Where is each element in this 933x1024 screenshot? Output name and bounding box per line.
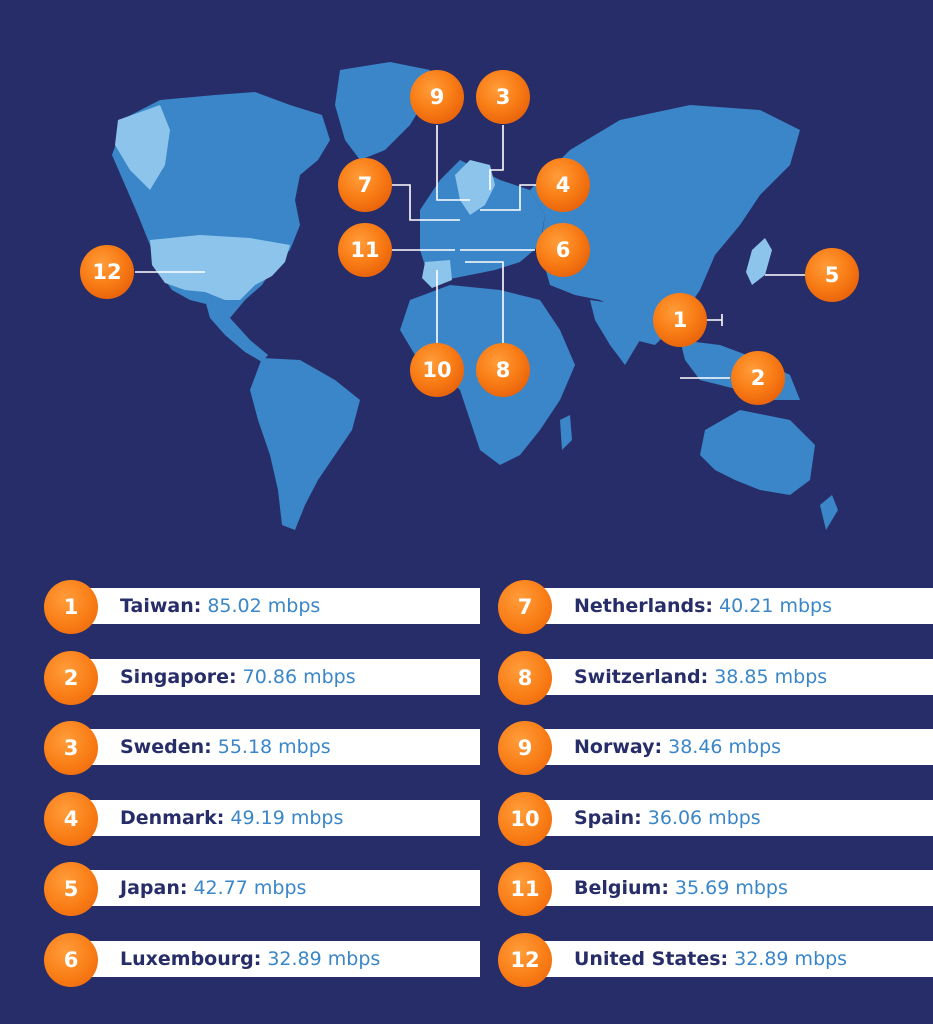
speed-value: 36.06 mbps xyxy=(647,807,761,829)
speed-value: 35.69 mbps xyxy=(674,877,788,899)
ranking-row-6: Luxembourg: 32.89 mbps 6 xyxy=(44,933,484,987)
country-name: Switzerland: xyxy=(574,666,709,688)
svg-text:9: 9 xyxy=(430,85,445,109)
rank-badge: 1 xyxy=(44,580,98,634)
asia-landmass xyxy=(530,105,800,345)
ranking-bar: Sweden: 55.18 mbps xyxy=(72,729,480,765)
scandinavia-highlight xyxy=(455,160,495,215)
australia-landmass xyxy=(700,410,815,495)
rank-badge: 12 xyxy=(498,933,552,987)
map-marker-8: 8 xyxy=(476,343,530,397)
rank-badge: 3 xyxy=(44,721,98,775)
rank-badge: 2 xyxy=(44,651,98,705)
ranking-bar: Denmark: 49.19 mbps xyxy=(72,800,480,836)
rank-badge: 10 xyxy=(498,792,552,846)
svg-text:8: 8 xyxy=(496,358,511,382)
country-name: Luxembourg: xyxy=(120,948,262,970)
india-landmass xyxy=(590,300,640,365)
map-marker-9: 9 xyxy=(410,70,464,124)
speed-value: 85.02 mbps xyxy=(207,595,321,617)
country-name: Denmark: xyxy=(120,807,225,829)
map-marker-10: 10 xyxy=(410,343,464,397)
svg-text:1: 1 xyxy=(673,308,688,332)
ranking-row-11: Belgium: 35.69 mbps 11 xyxy=(498,862,933,916)
map-marker-4: 4 xyxy=(536,158,590,212)
country-name: Singapore: xyxy=(120,666,237,688)
map-marker-1: 1 xyxy=(653,293,707,347)
usa-highlight xyxy=(150,235,290,300)
new-zealand-landmass xyxy=(820,495,838,530)
world-map: 9 3 7 4 11 6 12 5 1 2 10 xyxy=(80,62,859,530)
rank-badge: 11 xyxy=(498,862,552,916)
ranking-bar: Switzerland: 38.85 mbps xyxy=(526,659,933,695)
rank-badge: 9 xyxy=(498,721,552,775)
greenland-landmass xyxy=(335,62,430,160)
ranking-row-2: Singapore: 70.86 mbps 2 xyxy=(44,651,484,705)
ranking-row-4: Denmark: 49.19 mbps 4 xyxy=(44,792,484,846)
rank-badge: 7 xyxy=(498,580,552,634)
speed-value: 70.86 mbps xyxy=(242,666,356,688)
svg-text:7: 7 xyxy=(358,173,373,197)
south-america-landmass xyxy=(250,358,360,530)
ranking-row-12: United States: 32.89 mbps 12 xyxy=(498,933,933,987)
country-name: Netherlands: xyxy=(574,595,714,617)
madagascar-landmass xyxy=(560,415,572,450)
rank-badge: 4 xyxy=(44,792,98,846)
map-marker-2: 2 xyxy=(731,351,785,405)
country-name: Japan: xyxy=(120,877,188,899)
map-marker-12: 12 xyxy=(80,245,134,299)
map-marker-11: 11 xyxy=(338,223,392,277)
svg-text:6: 6 xyxy=(556,238,571,262)
svg-text:10: 10 xyxy=(422,358,451,382)
country-name: Sweden: xyxy=(120,736,212,758)
ranking-bar: Belgium: 35.69 mbps xyxy=(526,870,933,906)
map-marker-3: 3 xyxy=(476,70,530,124)
map-marker-7: 7 xyxy=(338,158,392,212)
ranking-row-9: Norway: 38.46 mbps 9 xyxy=(498,721,933,775)
svg-text:11: 11 xyxy=(350,238,379,262)
ranking-row-1: Taiwan: 85.02 mbps 1 xyxy=(44,580,484,634)
speed-value: 32.89 mbps xyxy=(734,948,848,970)
ranking-row-5: Japan: 42.77 mbps 5 xyxy=(44,862,484,916)
central-america-landmass xyxy=(205,300,268,362)
svg-text:4: 4 xyxy=(556,173,571,197)
japan-highlight xyxy=(746,238,772,285)
ranking-row-8: Switzerland: 38.85 mbps 8 xyxy=(498,651,933,705)
svg-text:2: 2 xyxy=(751,366,766,390)
speed-value: 42.77 mbps xyxy=(193,877,307,899)
svg-text:3: 3 xyxy=(496,85,511,109)
country-name: Taiwan: xyxy=(120,595,202,617)
rank-badge: 5 xyxy=(44,862,98,916)
ranking-bar: Japan: 42.77 mbps xyxy=(72,870,480,906)
country-name: Belgium: xyxy=(574,877,669,899)
speed-value: 38.46 mbps xyxy=(668,736,782,758)
ranking-row-7: Netherlands: 40.21 mbps 7 xyxy=(498,580,933,634)
country-name: Norway: xyxy=(574,736,663,758)
ranking-row-10: Spain: 36.06 mbps 10 xyxy=(498,792,933,846)
map-marker-6: 6 xyxy=(536,223,590,277)
country-name: Spain: xyxy=(574,807,642,829)
ranking-bar: Norway: 38.46 mbps xyxy=(526,729,933,765)
leader-lines xyxy=(135,125,805,379)
svg-text:12: 12 xyxy=(92,260,121,284)
rank-badge: 6 xyxy=(44,933,98,987)
ranking-bar: Spain: 36.06 mbps xyxy=(526,800,933,836)
map-marker-5: 5 xyxy=(805,248,859,302)
speed-value: 38.85 mbps xyxy=(714,666,828,688)
ranking-bar: Netherlands: 40.21 mbps xyxy=(526,588,933,624)
ranking-bar: Taiwan: 85.02 mbps xyxy=(72,588,480,624)
country-name: United States: xyxy=(574,948,729,970)
speed-value: 49.19 mbps xyxy=(230,807,344,829)
ranking-bar: Luxembourg: 32.89 mbps xyxy=(72,941,480,977)
speed-value: 40.21 mbps xyxy=(719,595,832,617)
ranking-bar: United States: 32.89 mbps xyxy=(526,941,933,977)
speed-value: 32.89 mbps xyxy=(267,948,381,970)
ranking-row-3: Sweden: 55.18 mbps 3 xyxy=(44,721,484,775)
svg-text:5: 5 xyxy=(825,263,840,287)
rank-badge: 8 xyxy=(498,651,552,705)
speed-value: 55.18 mbps xyxy=(217,736,331,758)
ranking-bar: Singapore: 70.86 mbps xyxy=(72,659,480,695)
alaska-landmass xyxy=(115,105,170,190)
